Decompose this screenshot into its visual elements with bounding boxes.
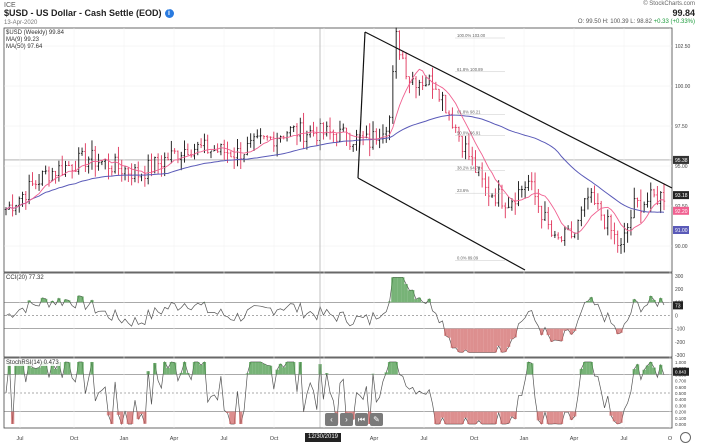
grid-lines (4, 28, 672, 428)
x-axis-label: Jan (120, 436, 129, 442)
cci-axis-label: -100 (675, 327, 685, 333)
crosshair-date-tooltip: 12/30/2019 (305, 433, 341, 442)
stoch-axis-label: 0.700 (675, 379, 687, 384)
ma9-line (5, 68, 665, 234)
ma9-badge-bg (673, 206, 689, 215)
cci-line (5, 276, 665, 353)
legend-ma50: MA(50) 97.64 (5, 44, 44, 50)
fib-label: 50.0% 96.91 (457, 130, 481, 135)
price-axis-label: 90.00 (675, 244, 688, 250)
cci-panel (3, 272, 673, 358)
axis-labels: 102.50100.0097.5095.0092.5090.0095.3893.… (16, 44, 690, 442)
ma9-badge: 92.20 (675, 209, 688, 215)
jump-start-button[interactable]: ⏮ (355, 413, 368, 426)
exchange-label: ICE (4, 2, 16, 9)
legend-stochrsi: StochRSI(14) 0.473 (5, 360, 60, 366)
channel-lower-line (357, 177, 526, 271)
cci-axis-label: -300 (675, 353, 685, 359)
chart-nav-bar: ‹ › ⏮ ✎ (325, 413, 383, 427)
price-axis-label: 102.50 (675, 44, 691, 50)
prev-button[interactable]: ‹ (325, 413, 338, 426)
price-axis-label: 95.00 (675, 164, 688, 170)
info-icon[interactable]: i (164, 9, 174, 18)
x-axis-label: Apr (570, 436, 579, 442)
level-badge: 95.38 (675, 158, 688, 164)
legend-cci: CCI(20) 77.32 (5, 275, 45, 281)
x-axis-label: Jul (620, 436, 627, 442)
x-axis-label: Jan (520, 436, 529, 442)
stoch-axis-label: 0.600 (675, 385, 687, 390)
trend-channel (357, 31, 673, 271)
price-change: +0.33 (+0.33%) (653, 19, 695, 25)
cci-axis-label: 0 (675, 314, 678, 320)
fibonacci-levels: 100.0% 103.00 61.8% 100.89 61.8% 98.21 50.0… (455, 33, 505, 261)
ma50-badge-bg (673, 226, 689, 234)
last-price-badge-bg (673, 191, 689, 200)
stoch-axis-label: 0.000 (675, 422, 687, 427)
edit-icon[interactable]: ✎ (370, 413, 383, 426)
ohlc-readout: O: 99.50 H: 100.39 L: 98.82 +0.33 (+0.33… (578, 19, 695, 25)
fib-label: 0.0% 89.09 (457, 256, 479, 261)
chart-title: $USD - US Dollar - Cash Settle (EOD) i (4, 8, 174, 18)
ma50-badge: 91.00 (675, 228, 688, 234)
fib-label: 23.6% (457, 188, 469, 193)
level-badge-bg (673, 155, 689, 164)
moving-averages (5, 68, 665, 234)
cci-badge-bg (673, 301, 683, 310)
fib-label: 100.0% 103.00 (457, 33, 486, 38)
x-axis-label: Jul (16, 436, 23, 442)
price-bars (4, 27, 666, 254)
x-axis-label: O (668, 436, 673, 442)
stoch-badge: 0.843 (675, 370, 687, 375)
price-panel (3, 27, 673, 273)
settings-icon[interactable] (680, 432, 691, 443)
brand-label: © StockCharts.com (643, 1, 695, 7)
next-button[interactable]: › (340, 413, 353, 426)
last-price: 99.84 (672, 8, 695, 18)
cci-axis-label: 300 (675, 274, 684, 280)
fib-label: 61.8% 100.89 (457, 67, 484, 72)
ohlc-values: O: 99.50 H: 100.39 L: 98.82 (577, 19, 652, 25)
ma50-line (5, 114, 665, 213)
stoch-badge-bg (673, 367, 689, 376)
stoch-axis-label: 0.300 (675, 403, 687, 408)
x-axis-label: Oct (270, 436, 279, 442)
legend-ma9: MA(9) 99.23 (5, 37, 41, 43)
cci-axis-label: 200 (675, 287, 684, 293)
x-axis-label: Apr (370, 436, 379, 442)
cci-axis-label: -200 (675, 340, 685, 346)
stoch-axis-label: 0.200 (675, 410, 687, 415)
cci-indicator (5, 276, 665, 353)
stoch-axis-label: 1.000 (675, 360, 687, 365)
cci-badge: 73 (675, 303, 681, 309)
legend-main: $USD (Weekly) 99.84 (5, 30, 65, 36)
stochrsi-line (5, 360, 665, 426)
last-price-badge: 93.18 (675, 193, 688, 199)
stoch-axis-label: 0.100 (675, 416, 687, 421)
x-axis-label: Oct (470, 436, 479, 442)
x-axis-label: Oct (70, 436, 79, 442)
chart-date: 13-Apr-2020 (4, 20, 38, 26)
symbol-title: $USD - US Dollar - Cash Settle (EOD) (4, 8, 162, 18)
price-axis-label: 97.50 (675, 124, 688, 130)
stoch-axis-label: 0.400 (675, 397, 687, 402)
x-axis-label: Jul (220, 436, 227, 442)
channel-edge-line (357, 31, 366, 179)
fib-label: 61.8% 98.21 (457, 110, 481, 115)
channel-upper-line (364, 31, 673, 189)
stoch-axis-label: 0.500 (675, 391, 687, 396)
x-axis-label: Apr (170, 436, 179, 442)
fib-label: 38.2% 94.72 (457, 165, 481, 170)
price-axis-label: 100.00 (675, 84, 691, 90)
x-axis-label: Jul (420, 436, 427, 442)
